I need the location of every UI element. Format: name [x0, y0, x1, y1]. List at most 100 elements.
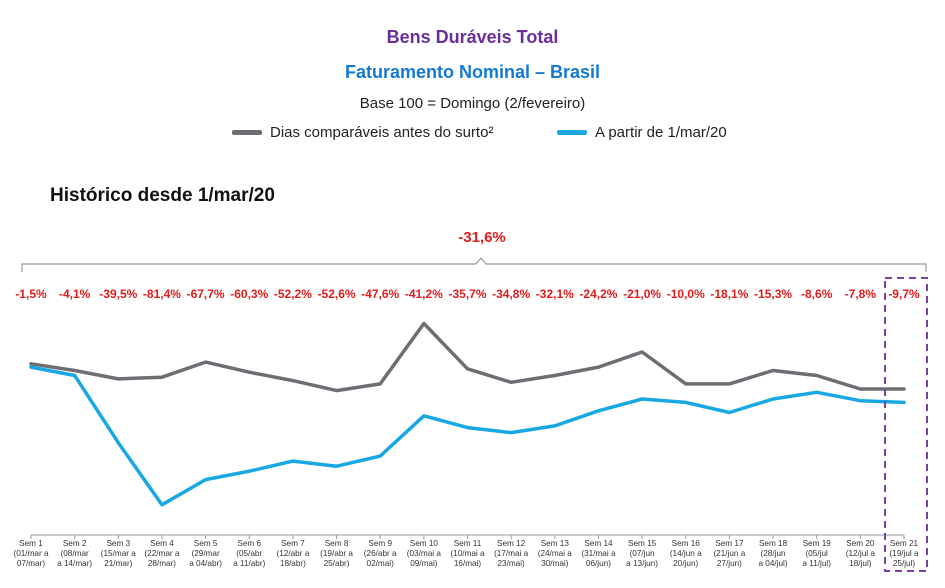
x-tick-label: (19/abr a	[320, 549, 353, 558]
series-line-since-march	[29, 365, 906, 507]
x-tick-label: a 14/mar)	[57, 559, 92, 568]
weekly-change-label: -10,0%	[667, 287, 705, 301]
weekly-change-label: -15,3%	[754, 287, 792, 301]
weekly-change-label: -18,1%	[710, 287, 748, 301]
weekly-change-label: -24,2%	[579, 287, 617, 301]
x-tick-label: (21/jun a	[713, 549, 745, 558]
weekly-change-label: -1,5%	[15, 287, 47, 301]
x-tick-label: (05/jul	[806, 549, 828, 558]
x-tick-label: (14/jun a	[670, 549, 702, 558]
weekly-change-label: -41,2%	[405, 287, 443, 301]
x-tick-label: (19/jul a	[889, 549, 919, 558]
x-tick-label: Sem 11	[454, 539, 482, 548]
x-tick-label: Sem 7	[281, 539, 305, 548]
x-tick-label: 07/mar)	[17, 559, 45, 568]
section-title: Histórico desde 1/mar/20	[50, 185, 275, 206]
x-tick-label: Sem 19	[803, 539, 832, 548]
weekly-change-label: -47,6%	[361, 287, 399, 301]
x-tick-label: (08/mar	[61, 549, 89, 558]
legend-item-blue: A partir de 1/mar/20	[557, 124, 727, 141]
legend-swatch-gray	[232, 130, 262, 135]
x-tick-label: (28/jun	[761, 549, 786, 558]
x-tick-label: 27/jun)	[717, 559, 742, 568]
total-change-label: -31,6%	[458, 229, 506, 246]
x-tick-label: Sem 17	[715, 539, 744, 548]
x-tick-label: Sem 16	[672, 539, 701, 548]
weekly-change-label: -39,5%	[99, 287, 137, 301]
x-tick-label: 25/abr)	[324, 559, 350, 568]
x-tick-label: (12/jul a	[846, 549, 876, 558]
x-tick-label: 18/abr)	[280, 559, 306, 568]
total-brace	[21, 257, 927, 272]
weekly-change-label: -81,4%	[143, 287, 181, 301]
x-tick-label: Sem 3	[106, 539, 130, 548]
x-tick-label: (22/mar a	[144, 549, 179, 558]
x-tick-label: a 13/jun)	[626, 559, 658, 568]
weekly-change-label: -35,7%	[448, 287, 486, 301]
x-tick-label: (15/mar a	[101, 549, 136, 558]
x-tick-label: Sem 12	[497, 539, 526, 548]
x-tick-label: 18/jul)	[849, 559, 872, 568]
x-tick-label: Sem 6	[237, 539, 261, 548]
x-tick-label: (05/abr	[236, 549, 262, 558]
x-tick-label: a 04/jul)	[758, 559, 787, 568]
x-tick-label: Sem 1	[19, 539, 43, 548]
x-tick-label: Sem 2	[63, 539, 87, 548]
x-tick-label: (26/abr a	[364, 549, 397, 558]
weekly-change-label: -7,8%	[845, 287, 877, 301]
x-tick-label: 21/mar)	[104, 559, 132, 568]
weekly-change-label: -52,2%	[274, 287, 312, 301]
x-tick-label: (07/jun	[630, 549, 655, 558]
x-tick-label: Sem 14	[584, 539, 613, 548]
x-tick-label: Sem 13	[541, 539, 570, 548]
x-tick-label: (12/abr a	[277, 549, 310, 558]
x-tick-label: 16/mai)	[454, 559, 482, 568]
legend-label-gray: Dias comparáveis antes do surto²	[270, 124, 494, 141]
x-tick-label: (01/mar a	[13, 549, 48, 558]
last-week-highlight	[884, 277, 928, 572]
x-tick-label: (10/mai a	[450, 549, 485, 558]
x-tick-label: (29/mar	[191, 549, 219, 558]
x-tick-label: a 04/abr)	[189, 559, 222, 568]
weekly-change-label: -67,7%	[187, 287, 225, 301]
x-tick-label: 30/mai)	[541, 559, 569, 568]
x-tick-label: a 11/abr)	[233, 559, 265, 568]
chart-subtitle: Faturamento Nominal – Brasil	[344, 62, 601, 82]
base-note: Base 100 = Domingo (2/fevereiro)	[359, 95, 586, 112]
x-tick-label: 23/mai)	[497, 559, 525, 568]
x-tick-label: 25/jul)	[893, 559, 916, 568]
weekly-change-label: -9,7%	[888, 287, 920, 301]
x-tick-label: Sem 20	[846, 539, 875, 548]
x-tick-label: Sem 18	[759, 539, 788, 548]
weekly-change-label: -52,6%	[318, 287, 356, 301]
x-tick-label: Sem 15	[628, 539, 657, 548]
x-tick-label: Sem 4	[150, 539, 174, 548]
chart-title: Bens Duráveis Total	[386, 27, 559, 47]
x-tick-label: Sem 10	[410, 539, 439, 548]
x-tick-label: 28/mar)	[148, 559, 176, 568]
legend-item-gray: Dias comparáveis antes do surto²	[232, 124, 493, 141]
weekly-change-label: -60,3%	[230, 287, 268, 301]
weekly-change-label: -8,6%	[801, 287, 833, 301]
x-tick-label: (03/mai a	[407, 549, 442, 558]
weekly-change-label: -34,8%	[492, 287, 530, 301]
x-tick-label: Sem 8	[325, 539, 349, 548]
legend-label-blue: A partir de 1/mar/20	[595, 124, 727, 141]
legend-swatch-blue	[557, 130, 587, 135]
x-tick-label: 02/mai)	[367, 559, 395, 568]
weekly-change-label: -32,1%	[536, 287, 574, 301]
x-tick-label: 09/mai)	[410, 559, 438, 568]
x-tick-label: (31/mai a	[581, 549, 616, 558]
x-tick-label: (24/mai a	[538, 549, 573, 558]
weekly-change-label: -21,0%	[623, 287, 661, 301]
series-line-comparable	[29, 321, 906, 393]
x-tick-label: 06/jun)	[586, 559, 611, 568]
x-tick-label: a 11/jul)	[802, 559, 831, 568]
x-tick-label: Sem 9	[368, 539, 392, 548]
x-tick-label: (17/mai a	[494, 549, 529, 558]
x-tick-label: Sem 21	[890, 539, 919, 548]
x-tick-label: Sem 5	[194, 539, 218, 548]
x-tick-label: 20/jun)	[673, 559, 698, 568]
weekly-change-label: -4,1%	[59, 287, 91, 301]
